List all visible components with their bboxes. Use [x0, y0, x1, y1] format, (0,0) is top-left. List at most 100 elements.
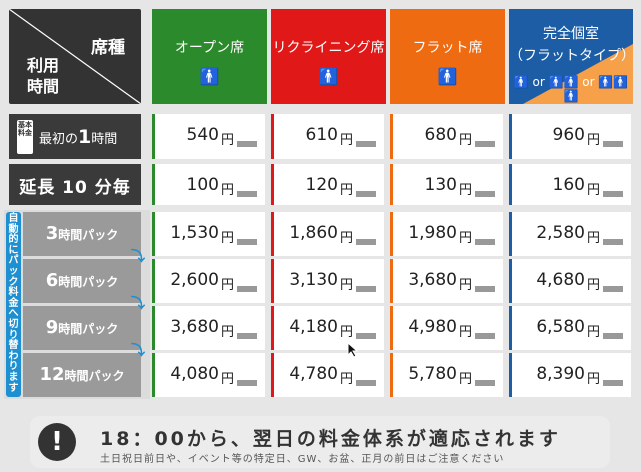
price-value: 2,600 [170, 270, 219, 290]
currency-label: 円 [586, 278, 600, 293]
price-value: 4,180 [289, 317, 338, 337]
price-cell-basic-open: 540 円 [152, 114, 265, 159]
price-cell-basic-recliner: 610 円 [271, 114, 384, 159]
tax-bar-icon [475, 191, 495, 197]
down-arrow-icon: ⤵ [131, 296, 145, 312]
price-cell-p12-flat: 5,780 円 [390, 353, 503, 397]
price-cell-p9-private: 6,580 円 [509, 306, 631, 350]
price-cell-ext-flat: 130 円 [390, 164, 503, 205]
currency-label: 円 [339, 325, 353, 340]
tax-bar-icon [237, 191, 257, 197]
price-cell-basic-flat: 680 円 [390, 114, 503, 159]
seat-label: 完全個室 （フラットタイプ） [509, 26, 633, 64]
price-value: 120 [305, 175, 338, 195]
price-value: 5,780 [408, 364, 457, 384]
diagonal-divider [9, 9, 141, 104]
price-value: 1,860 [289, 223, 338, 243]
currency-label: 円 [458, 231, 472, 246]
down-arrow-icon: ⤵ [131, 343, 145, 359]
notice-main-text: 18：00から、翌日の料金体系が適応されます [100, 428, 561, 450]
price-value: 4,680 [536, 270, 585, 290]
pack-row-9h: 9時間パック [23, 306, 141, 350]
price-cell-p12-recliner: 4,780 円 [271, 353, 384, 397]
tax-bar-icon [475, 380, 495, 386]
tax-bar-icon [237, 333, 257, 339]
currency-label: 円 [220, 183, 234, 198]
price-value: 680 [424, 125, 457, 145]
exclamation-icon: ! [38, 423, 76, 461]
price-value: 4,080 [170, 364, 219, 384]
price-cell-p3-flat: 1,980 円 [390, 212, 503, 256]
seat-label: リクライニング席 [272, 40, 385, 56]
currency-label: 円 [586, 325, 600, 340]
price-cell-p12-private: 8,390 円 [509, 353, 631, 397]
price-cell-p6-open: 2,600 円 [152, 259, 265, 303]
first-hour-label: 最初の1時間 [39, 126, 118, 148]
currency-label: 円 [220, 231, 234, 246]
price-cell-ext-recliner: 120 円 [271, 164, 384, 205]
currency-label: 円 [458, 133, 472, 148]
tax-bar-icon [603, 239, 623, 245]
tax-bar-icon [356, 333, 376, 339]
person-icon: 🚹 [199, 67, 220, 86]
price-value: 4,780 [289, 364, 338, 384]
currency-label: 円 [220, 133, 234, 148]
person-icon: 🚹 [437, 67, 458, 86]
group-icon: 🚹 or 🚹🚹 or 🚹🚹🚹 [513, 75, 629, 103]
currency-label: 円 [339, 231, 353, 246]
currency-label: 円 [586, 183, 600, 198]
currency-label: 円 [586, 133, 600, 148]
price-value: 540 [186, 125, 219, 145]
pack-row-12h: 12時間パック [23, 353, 141, 397]
row-header-extension: 延長 10 分毎 [9, 164, 141, 205]
tax-bar-icon [356, 380, 376, 386]
price-cell-basic-private: 960 円 [509, 114, 631, 159]
price-cell-p9-flat: 4,980 円 [390, 306, 503, 350]
price-cell-p6-flat: 3,680 円 [390, 259, 503, 303]
tax-bar-icon [475, 239, 495, 245]
currency-label: 円 [220, 372, 234, 387]
price-value: 4,980 [408, 317, 457, 337]
tax-bar-icon [356, 191, 376, 197]
tax-bar-icon [356, 141, 376, 147]
price-cell-p3-open: 1,530 円 [152, 212, 265, 256]
currency-label: 円 [220, 278, 234, 293]
price-cell-ext-open: 100 円 [152, 164, 265, 205]
currency-label: 円 [458, 183, 472, 198]
seat-type-label: 席種 [91, 38, 125, 58]
seat-header-private: 完全個室 （フラットタイプ） 🚹 or 🚹🚹 or 🚹🚹🚹 [509, 9, 633, 104]
price-cell-p6-recliner: 3,130 円 [271, 259, 384, 303]
pack-row-6h: 6時間パック [23, 259, 141, 303]
row-header-basic: 基本料金 最初の1時間 [9, 114, 141, 159]
person-icon: 🚹 [318, 67, 339, 86]
currency-label: 円 [458, 372, 472, 387]
price-value: 8,390 [536, 364, 585, 384]
currency-label: 円 [339, 372, 353, 387]
mouse-cursor-icon [347, 342, 359, 358]
down-arrow-icon: ⤵ [131, 249, 145, 265]
seat-header-recliner: リクライニング席 🚹 [271, 9, 386, 104]
seat-label: オープン席 [174, 40, 245, 56]
price-value: 3,680 [170, 317, 219, 337]
currency-label: 円 [586, 372, 600, 387]
seat-header-open: オープン席 🚹 [152, 9, 267, 104]
tax-bar-icon [603, 141, 623, 147]
currency-label: 円 [339, 133, 353, 148]
price-cell-p12-open: 4,080 円 [152, 353, 265, 397]
tax-bar-icon [356, 286, 376, 292]
tax-bar-icon [603, 380, 623, 386]
price-cell-p3-recliner: 1,860 円 [271, 212, 384, 256]
price-cell-p6-private: 4,680 円 [509, 259, 631, 303]
seat-header-flat: フラット席 🚹 [390, 9, 505, 104]
tax-bar-icon [603, 286, 623, 292]
usage-time-label: 利用 時間 [27, 56, 60, 96]
price-value: 6,580 [536, 317, 585, 337]
corner-accent [523, 44, 633, 104]
corner-header: 席種 利用 時間 [9, 9, 141, 104]
extension-label: 延長 10 分毎 [19, 178, 131, 198]
price-value: 1,980 [408, 223, 457, 243]
currency-label: 円 [220, 325, 234, 340]
pack-row-3h: 3時間パック [23, 212, 141, 256]
price-value: 3,130 [289, 270, 338, 290]
auto-switch-note: 自動的にパック料金へ切り替わります [6, 212, 21, 397]
